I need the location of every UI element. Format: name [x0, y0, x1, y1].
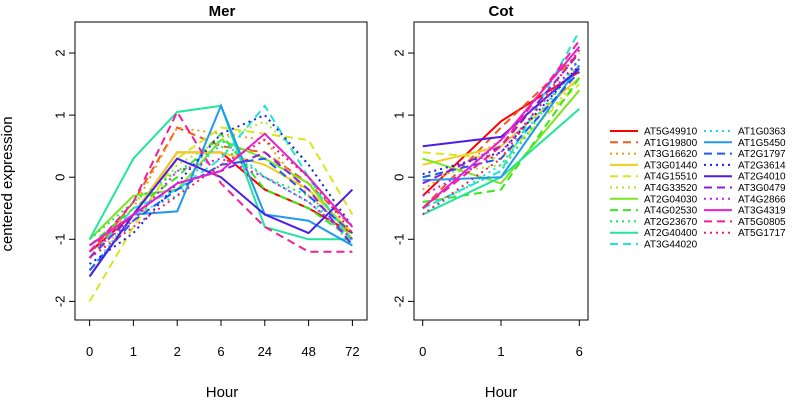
- legend-label-AT3G0479: AT3G0479: [738, 183, 786, 194]
- legend-item-AT5G1717: AT5G1717: [704, 228, 786, 239]
- series-line-AT2G1797: [88, 157, 354, 271]
- legend-label-AT2G1797: AT2G1797: [738, 149, 786, 160]
- series-line-AT5G0805: [422, 40, 581, 210]
- panel-cot: Cot Hour -2 -1 0 1 2 0 1 6: [391, 3, 589, 400]
- legend-item-AT2G23670: AT2G23670: [610, 217, 698, 228]
- panel-title-cot: Cot: [489, 3, 514, 20]
- y-tick-label-1: -1: [391, 234, 406, 246]
- x-tick-label-0: 48: [301, 344, 315, 359]
- legend-label-AT2G4010: AT2G4010: [738, 172, 786, 183]
- legend-label-AT2G3614: AT2G3614: [738, 160, 786, 171]
- series-line-AT2G04030: [422, 89, 581, 185]
- legend-item-AT2G04030: AT2G04030: [610, 194, 698, 205]
- legend-item-AT4G15510: AT4G15510: [610, 172, 698, 183]
- series-line-AT4G33520: [88, 120, 354, 259]
- legend-label-AT5G1717: AT5G1717: [738, 228, 786, 239]
- legend-item-AT2G1797: AT2G1797: [704, 149, 786, 160]
- x-tick-label-0: 0: [86, 344, 93, 359]
- legend-item-AT4G02530: AT4G02530: [610, 206, 698, 217]
- legend-label-AT2G04030: AT2G04030: [644, 194, 698, 205]
- legend-item-AT2G40400: AT2G40400: [610, 228, 698, 239]
- legend-item-AT3G16620: AT3G16620: [610, 149, 698, 160]
- legend-label-AT1G5450: AT1G5450: [738, 138, 786, 149]
- legend-item-AT2G3614: AT2G3614: [704, 160, 786, 171]
- legend-label-AT3G44020: AT3G44020: [644, 240, 698, 251]
- x-tick-label-0: 6: [217, 344, 224, 359]
- legend-label-AT4G15510: AT4G15510: [644, 172, 698, 183]
- legend-label-AT3G01440: AT3G01440: [644, 160, 698, 171]
- legend-item-AT3G01440: AT3G01440: [610, 160, 698, 171]
- y-tick-label-1: -2: [391, 296, 406, 308]
- series-line-AT3G4319: [89, 132, 354, 247]
- legend-item-AT3G4319: AT3G4319: [704, 206, 786, 217]
- series-line-AT3G16620: [422, 64, 580, 191]
- legend-item-AT5G49910: AT5G49910: [610, 127, 698, 138]
- series-line-AT3G44020: [422, 30, 581, 210]
- y-tick-label-0: -2: [52, 296, 67, 308]
- x-tick-label-0: 72: [345, 344, 359, 359]
- panel-mer: Mer Hour -2 -1 0 1 2 0 1 2 6 24 48 72: [52, 3, 368, 400]
- legend-item-AT1G19800: AT1G19800: [610, 138, 698, 149]
- legend-item-AT1G0363: AT1G0363: [704, 127, 786, 138]
- y-tick-label-1: 2: [391, 49, 406, 56]
- x-tick-label-1: 6: [576, 344, 583, 359]
- legend-item-AT1G5450: AT1G5450: [704, 138, 786, 149]
- legend-label-AT4G33520: AT4G33520: [644, 183, 698, 194]
- legend-label-AT2G23670: AT2G23670: [644, 217, 698, 228]
- y-tick-label-1: 1: [391, 112, 406, 119]
- x-tick-label-0: 2: [174, 344, 181, 359]
- legend-label-AT5G0805: AT5G0805: [738, 217, 786, 228]
- y-tick-label-0: -1: [52, 234, 67, 246]
- legend-item-AT4G2866: AT4G2866: [704, 194, 786, 205]
- y-tick-label-0: 1: [52, 112, 67, 119]
- y-tick-label-0: 0: [52, 174, 67, 181]
- y-axis-title: centered expression: [0, 116, 16, 251]
- legend-label-AT3G4319: AT3G4319: [738, 206, 786, 217]
- x-tick-label-0: 24: [258, 344, 272, 359]
- series-line-AT3G0479: [422, 52, 581, 185]
- series-line-AT5G0805: [88, 109, 353, 253]
- series-line-AT1G0363: [422, 58, 581, 216]
- x-tick-label-1: 1: [497, 344, 504, 359]
- legend-label-AT4G02530: AT4G02530: [644, 206, 698, 217]
- series-line-AT2G04030: [88, 138, 354, 241]
- series-line-AT4G2866: [89, 157, 354, 253]
- legend: AT5G49910AT1G19800AT3G16620AT3G01440AT4G…: [610, 127, 786, 251]
- legend-label-AT1G19800: AT1G19800: [644, 138, 698, 149]
- legend-label-AT1G0363: AT1G0363: [738, 127, 786, 138]
- legend-item-AT5G0805: AT5G0805: [704, 217, 786, 228]
- panel-title-mer: Mer: [209, 3, 236, 20]
- y-tick-label-1: 0: [391, 174, 406, 181]
- legend-item-AT2G4010: AT2G4010: [704, 172, 786, 183]
- series-line-AT3G4319: [422, 46, 581, 210]
- series-line-AT4G15510: [88, 126, 354, 302]
- legend-label-AT4G2866: AT4G2866: [738, 194, 786, 205]
- legend-label-AT5G49910: AT5G49910: [644, 127, 698, 138]
- x-axis-title-cot: Hour: [485, 384, 518, 400]
- legend-label-AT2G40400: AT2G40400: [644, 228, 698, 239]
- x-tick-label-0: 1: [130, 344, 137, 359]
- series-line-AT4G33520: [422, 77, 581, 179]
- legend-item-AT3G0479: AT3G0479: [704, 183, 786, 194]
- x-tick-label-1: 0: [419, 344, 426, 359]
- x-axis-title-mer: Hour: [206, 384, 239, 400]
- series-line-AT2G3614: [89, 113, 354, 265]
- series-line-AT1G5450: [422, 64, 581, 182]
- legend-label-AT3G16620: AT3G16620: [644, 149, 698, 160]
- legend-item-AT3G44020: AT3G44020: [610, 240, 698, 251]
- legend-item-AT4G33520: AT4G33520: [610, 183, 698, 194]
- series-line-AT5G1717: [422, 49, 581, 216]
- series-line-AT2G40400: [422, 108, 580, 216]
- y-tick-label-0: 2: [52, 49, 67, 56]
